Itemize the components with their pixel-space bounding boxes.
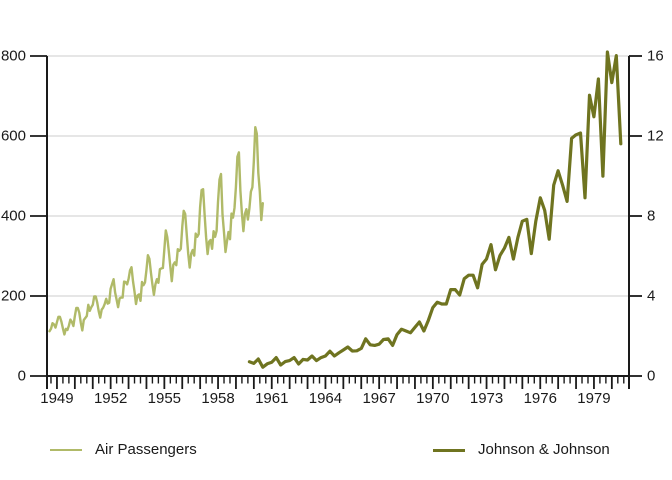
x-tick-label: 1949 <box>40 390 73 407</box>
x-tick-label: 1952 <box>94 390 127 407</box>
x-axis-labels: 1949 1952 1955 1958 1961 1964 1967 1970 1973 1976… <box>40 390 610 407</box>
x-tick-label: 1976 <box>524 390 557 407</box>
x-tick-label: 1958 <box>201 390 234 407</box>
axes <box>46 56 630 389</box>
y-left-axis: 0 200 400 600 800 <box>1 48 47 385</box>
x-axis-ticks <box>50 376 625 389</box>
y-left-tick-label: 400 <box>1 208 26 225</box>
y-right-tick-label: 8 <box>647 208 655 225</box>
gridlines <box>47 55 629 297</box>
y-left-tick-label: 800 <box>1 48 26 65</box>
y-right-tick-label: 4 <box>647 288 655 305</box>
x-tick-label: 1967 <box>362 390 395 407</box>
y-right-tick-label: 12 <box>647 128 664 145</box>
y-left-tick-label: 600 <box>1 128 26 145</box>
y-right-axis: 0 4 8 12 16 <box>629 48 664 385</box>
x-tick-label: 1970 <box>416 390 449 407</box>
x-tick-label: 1961 <box>255 390 288 407</box>
air-passengers-line <box>48 125 264 336</box>
y-right-tick-label: 0 <box>647 368 655 385</box>
y-left-tick-label: 0 <box>18 368 26 385</box>
x-tick-label: 1973 <box>470 390 503 407</box>
x-tick-label: 1955 <box>148 390 181 407</box>
johnson-johnson-line <box>247 50 623 369</box>
x-tick-label: 1964 <box>309 390 342 407</box>
y-right-tick-label: 16 <box>647 48 664 65</box>
x-tick-label: 1979 <box>577 390 610 407</box>
y-left-tick-label: 200 <box>1 288 26 305</box>
